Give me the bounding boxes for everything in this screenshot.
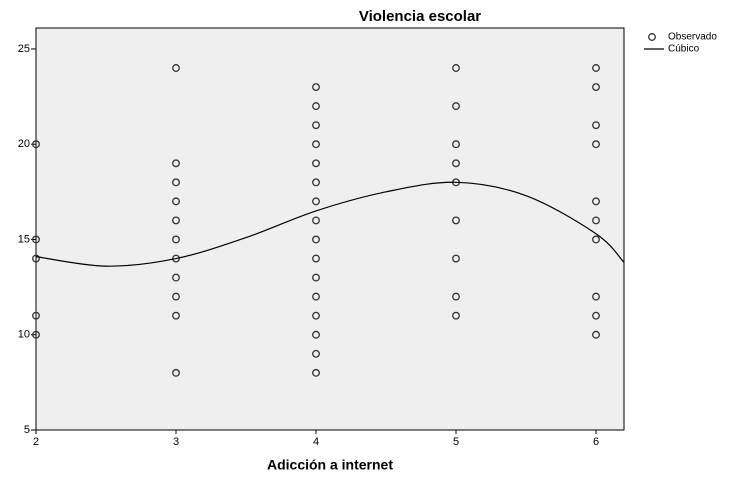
y-tick-label: 10 — [18, 329, 30, 341]
point — [452, 216, 460, 225]
point — [172, 254, 180, 263]
plot-area — [35, 27, 625, 431]
y-tick-label: 15 — [18, 233, 30, 245]
point — [172, 368, 180, 377]
point — [592, 216, 600, 225]
point — [312, 83, 320, 92]
point — [312, 178, 320, 187]
x-tick-label: 6 — [593, 436, 599, 448]
legend-swatch — [648, 33, 656, 41]
point — [592, 64, 600, 72]
point — [172, 292, 180, 301]
legend-label: Cúbico — [668, 44, 700, 55]
y-tick-label: 25 — [18, 43, 30, 55]
point — [312, 311, 320, 320]
point — [592, 83, 600, 92]
point — [312, 197, 320, 206]
point — [312, 368, 320, 377]
point — [172, 178, 180, 187]
point — [32, 140, 40, 149]
x-axis-label: Adicción a internet — [267, 457, 393, 473]
point — [452, 159, 460, 168]
y-tick-label: 20 — [18, 138, 30, 150]
point — [312, 102, 320, 111]
point — [312, 349, 320, 358]
point — [452, 292, 460, 301]
point — [592, 235, 600, 244]
point — [312, 121, 320, 130]
point — [32, 330, 40, 339]
point — [172, 273, 180, 282]
point — [172, 159, 180, 168]
point — [172, 311, 180, 320]
point — [592, 330, 600, 339]
point — [172, 64, 180, 72]
point — [452, 140, 460, 149]
legend-label: Observado — [668, 32, 717, 43]
point — [312, 216, 320, 225]
point — [312, 159, 320, 168]
point — [592, 140, 600, 149]
point — [592, 292, 600, 301]
point — [592, 121, 600, 130]
point — [592, 197, 600, 206]
fit-line — [35, 181, 625, 267]
x-tick-label: 5 — [453, 436, 459, 448]
point — [32, 311, 40, 320]
x-tick-label: 4 — [313, 436, 319, 448]
point — [32, 235, 40, 244]
point — [452, 102, 460, 111]
point — [312, 292, 320, 301]
point — [452, 311, 460, 320]
point — [312, 273, 320, 282]
point — [312, 235, 320, 244]
point — [452, 64, 460, 72]
x-tick-label: 3 — [173, 436, 179, 448]
point — [312, 254, 320, 263]
point — [172, 235, 180, 244]
point — [312, 330, 320, 339]
x-tick-label: 2 — [33, 436, 39, 448]
y-tick-label: 5 — [24, 424, 30, 436]
point — [172, 197, 180, 206]
point — [452, 254, 460, 263]
point — [592, 311, 600, 320]
point — [312, 140, 320, 149]
chart-title: Violencia escolar — [359, 8, 481, 25]
point — [172, 216, 180, 225]
point — [32, 254, 40, 263]
